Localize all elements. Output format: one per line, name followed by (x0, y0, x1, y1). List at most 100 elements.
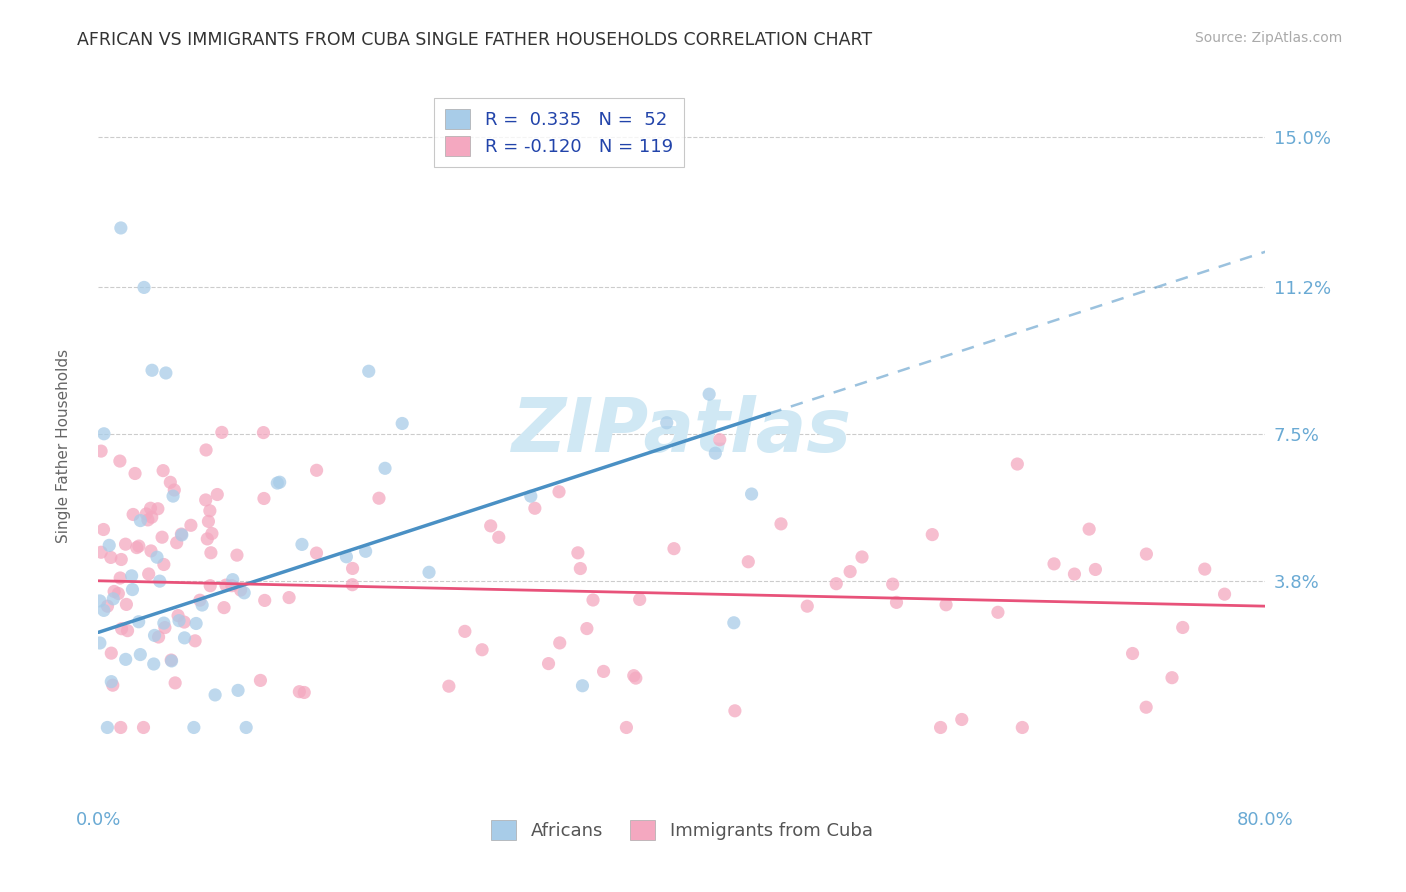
Point (93, 603, 115, 617)
Point (253, 593, 276, 607)
Point (110, 552, 132, 566)
Point (110, 622, 132, 636)
Text: Source: ZipAtlas.com: Source: ZipAtlas.com (1195, 31, 1343, 45)
Point (114, 537, 136, 551)
Point (124, 467, 146, 481)
Point (180, 518, 202, 533)
Point (368, 491, 391, 506)
Point (173, 631, 195, 645)
Point (1135, 547, 1157, 561)
Point (132, 721, 155, 735)
Point (233, 586, 256, 600)
Point (278, 591, 301, 605)
Point (194, 493, 217, 508)
Point (167, 608, 190, 623)
Point (96, 599, 118, 614)
Point (200, 546, 222, 560)
Point (1063, 567, 1085, 582)
Point (153, 558, 176, 572)
Point (103, 584, 125, 599)
Point (211, 425, 233, 440)
Point (128, 539, 150, 553)
Point (100, 646, 122, 660)
Point (89, 636, 111, 650)
Point (93, 523, 115, 537)
Point (110, 221, 132, 235)
Point (266, 476, 288, 491)
Point (582, 593, 605, 607)
Point (93, 426, 115, 441)
Point (170, 528, 193, 542)
Point (882, 577, 904, 591)
Point (342, 561, 364, 575)
Point (391, 417, 413, 431)
Point (146, 550, 169, 565)
Point (155, 366, 177, 380)
Point (108, 454, 131, 468)
Point (150, 530, 173, 544)
Point (90, 444, 112, 458)
Point (1194, 562, 1216, 576)
Point (136, 513, 159, 527)
Point (571, 679, 593, 693)
Point (221, 579, 243, 593)
Point (886, 595, 908, 609)
Point (170, 527, 193, 541)
Point (488, 530, 510, 544)
Point (201, 526, 224, 541)
Point (165, 676, 187, 690)
Point (90, 545, 112, 559)
Point (567, 546, 589, 560)
Point (129, 514, 152, 528)
Point (139, 501, 162, 516)
Point (152, 464, 174, 478)
Point (153, 621, 176, 635)
Point (921, 527, 943, 541)
Point (723, 615, 745, 630)
Point (125, 541, 148, 555)
Point (288, 684, 311, 698)
Point (184, 616, 207, 631)
Point (1161, 671, 1184, 685)
Point (115, 598, 138, 612)
Text: ZIPatlas: ZIPatlas (512, 395, 852, 468)
Point (188, 593, 211, 607)
Legend: Africans, Immigrants from Cuba: Africans, Immigrants from Cuba (484, 813, 880, 847)
Point (139, 544, 162, 558)
Point (184, 633, 207, 648)
Point (195, 442, 218, 457)
Point (110, 721, 132, 735)
Point (122, 508, 145, 522)
Point (103, 591, 125, 606)
Point (198, 504, 221, 518)
Point (342, 577, 364, 591)
Point (160, 654, 183, 668)
Point (117, 624, 139, 638)
Point (357, 364, 380, 378)
Point (437, 679, 460, 693)
Point (129, 648, 152, 662)
Point (162, 489, 184, 503)
Point (537, 657, 560, 671)
Point (163, 483, 186, 497)
Point (121, 582, 143, 597)
Point (229, 583, 252, 598)
Point (195, 532, 218, 546)
Point (100, 674, 122, 689)
Point (1122, 647, 1144, 661)
Point (291, 537, 314, 551)
Point (226, 548, 249, 562)
Point (825, 576, 848, 591)
Point (548, 636, 571, 650)
Point (623, 668, 645, 682)
Point (1171, 620, 1194, 634)
Point (454, 624, 477, 639)
Point (107, 586, 129, 600)
Point (166, 535, 188, 549)
Point (1135, 700, 1157, 714)
Point (183, 721, 205, 735)
Point (207, 487, 229, 501)
Point (128, 615, 150, 629)
Point (235, 721, 257, 735)
Point (987, 605, 1010, 619)
